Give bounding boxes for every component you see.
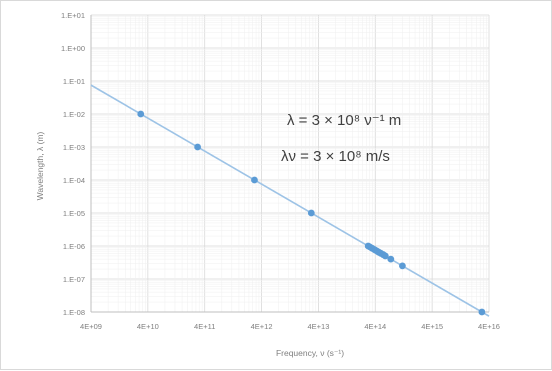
y-tick-label: 1.E-07 (63, 275, 85, 284)
x-tick-label: 4E+13 (307, 322, 329, 331)
gridlines (90, 14, 490, 313)
x-tick-labels: 4E+09 4E+10 4E+11 4E+12 4E+13 4E+14 4E+15 4E+16 (80, 322, 500, 331)
equation-annotation: λ = 3 × 10⁸ ν⁻¹ m (287, 112, 401, 129)
x-tick-label: 4E+10 (137, 322, 159, 331)
x-tick-label: 4E+15 (421, 322, 443, 331)
product-annotation: λν = 3 × 10⁸ m/s (281, 148, 390, 165)
trendline-layer (90, 84, 490, 317)
data-point (251, 176, 258, 184)
y-tick-label: 1.E-03 (63, 143, 85, 152)
data-points (137, 110, 486, 316)
x-tick-label: 4E+11 (194, 322, 215, 331)
y-tick-labels: 1.E+01 1.E+00 1.E-01 1.E-02 1.E-03 1.E-04 1.E-… (61, 11, 85, 317)
data-point (137, 110, 145, 118)
y-tick-label: 1.E-08 (63, 308, 85, 317)
data-point (478, 308, 486, 316)
y-tick-label: 1.E+00 (61, 44, 85, 53)
x-tick-label: 4E+12 (251, 322, 273, 331)
y-tick-label: 1.E-06 (63, 242, 85, 251)
x-axis-title: Frequency, ν (s⁻¹) (276, 348, 344, 358)
data-point (399, 262, 406, 270)
data-point (307, 209, 315, 217)
data-point (381, 252, 389, 260)
y-tick-label: 1.E-05 (63, 209, 85, 218)
axes (90, 15, 489, 313)
data-point (387, 255, 395, 263)
y-tick-label: 1.E-04 (63, 176, 85, 185)
x-tick-label: 4E+16 (478, 322, 500, 331)
y-axis-title: Wavelength, λ (m) (35, 132, 45, 201)
trendline (90, 84, 490, 317)
y-tick-label: 1.E+01 (61, 11, 85, 20)
y-tick-label: 1.E-02 (63, 110, 85, 119)
y-tick-label: 1.E-01 (63, 77, 85, 86)
x-tick-label: 4E+09 (80, 322, 102, 331)
x-tick-label: 4E+14 (364, 322, 386, 331)
data-point (194, 143, 202, 151)
